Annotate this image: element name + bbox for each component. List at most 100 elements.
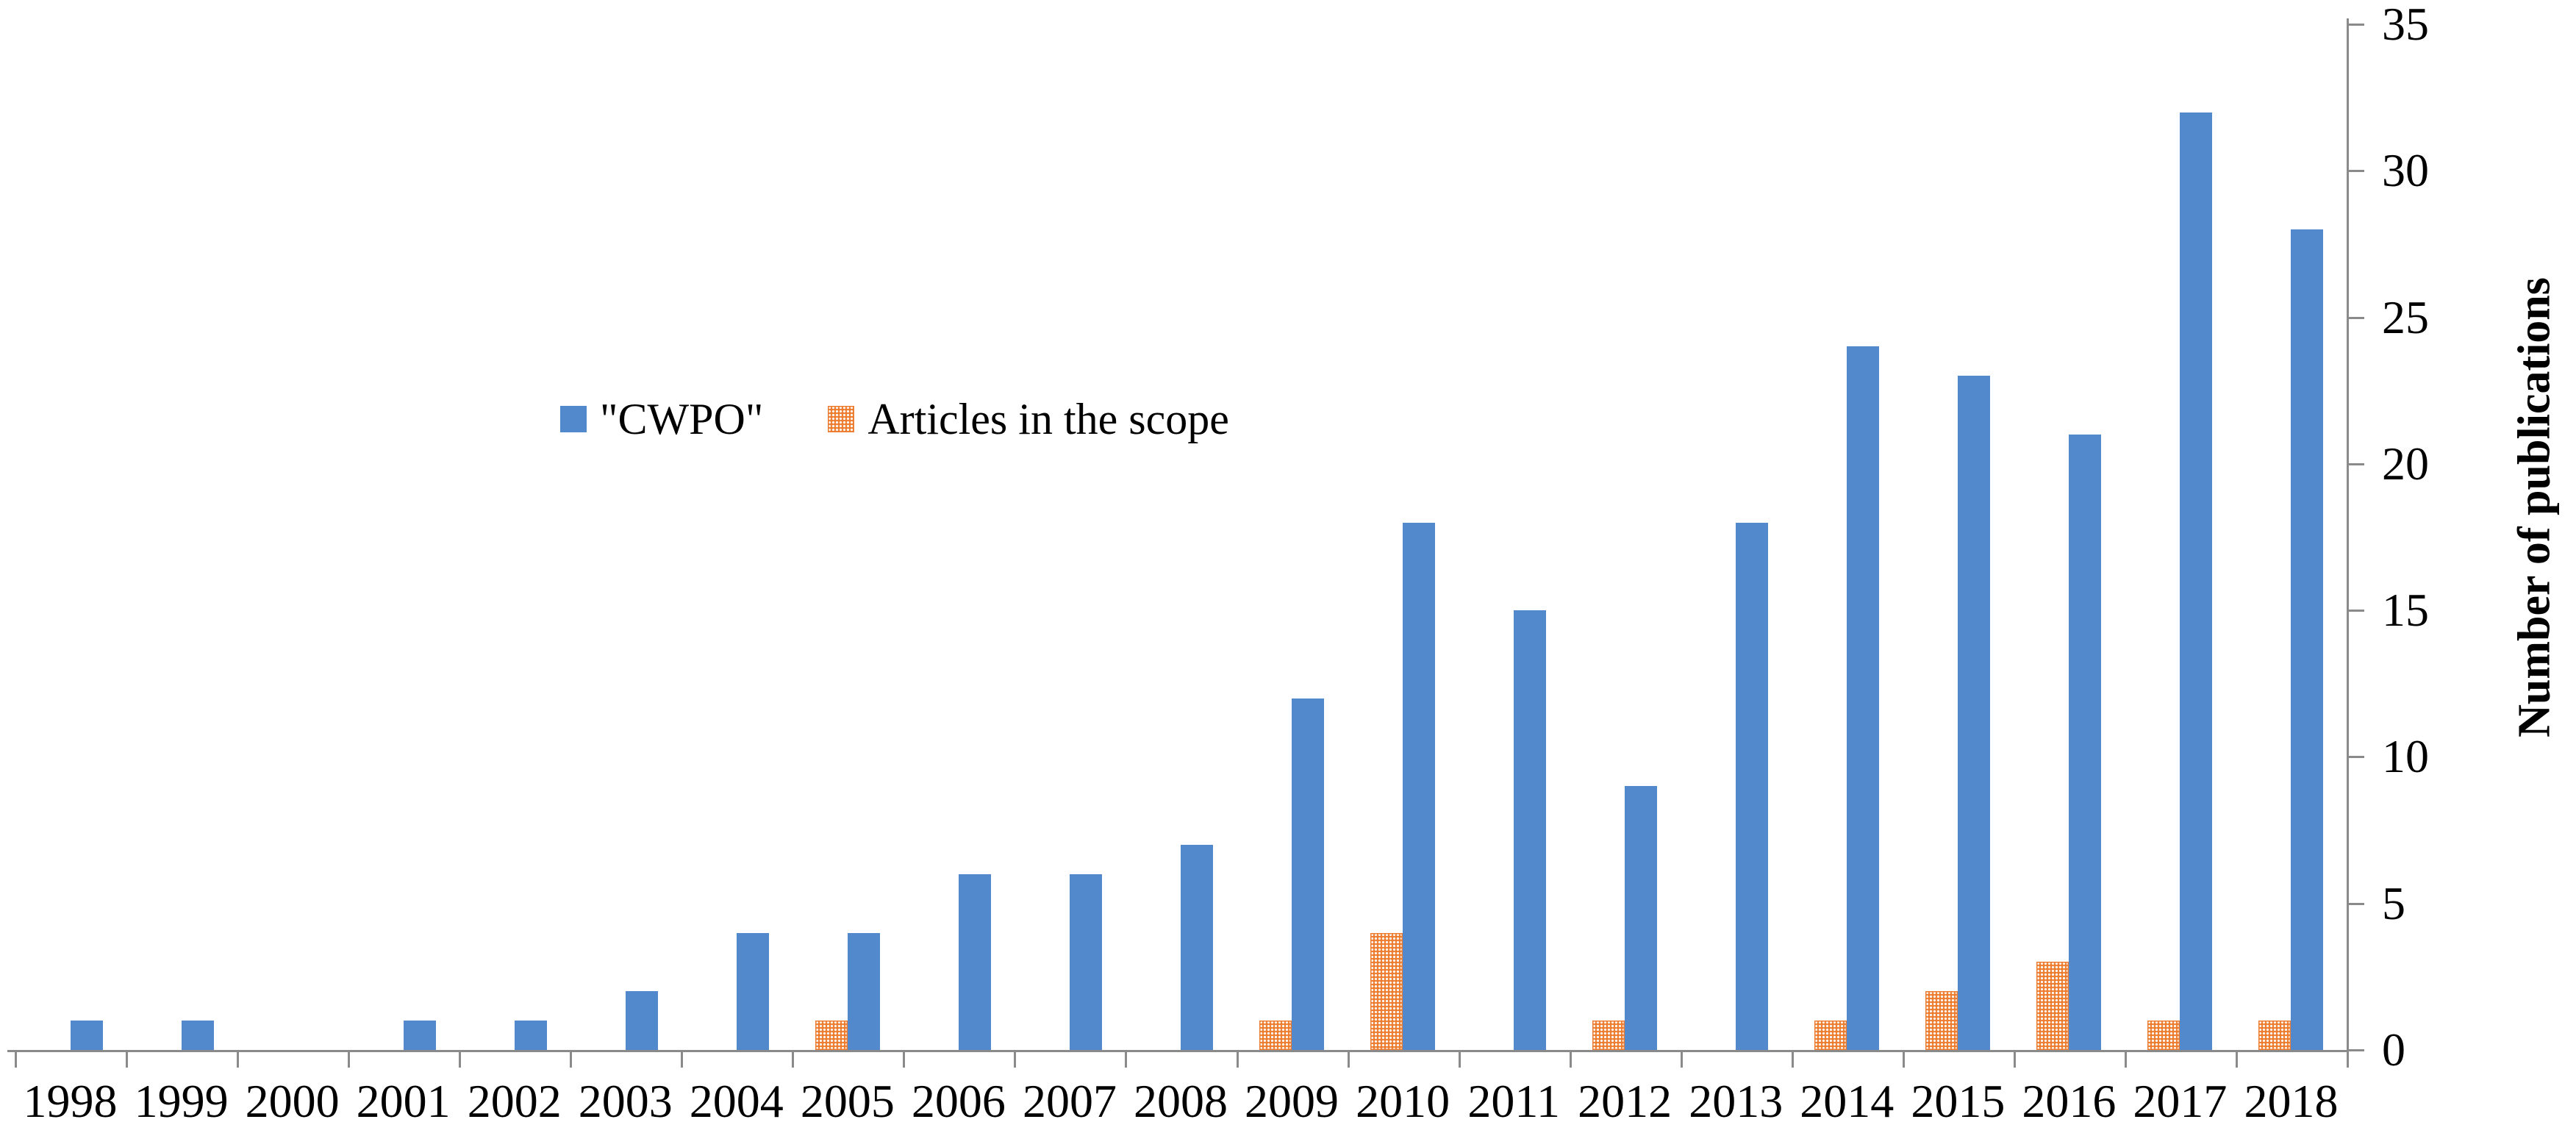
x-tick (570, 1052, 573, 1068)
x-tick (1347, 1052, 1350, 1068)
x-tick (1125, 1052, 1128, 1068)
x-tick (1791, 1052, 1794, 1068)
legend: "CWPO" Articles in the scope (560, 393, 1229, 446)
bar-cwpo-2001 (403, 1021, 436, 1050)
x-tick-label: 2014 (1800, 1075, 1895, 1127)
bar-cwpo-2006 (958, 873, 991, 1050)
y-tick (2347, 756, 2364, 759)
bar-cwpo-2013 (1736, 522, 1769, 1050)
x-tick (1569, 1052, 1572, 1068)
x-tick (1236, 1052, 1239, 1068)
bar-articles-2009 (1259, 1021, 1292, 1050)
y-tick-label: 0 (2382, 1023, 2405, 1076)
bar-articles-2018 (2258, 1021, 2291, 1050)
bar-cwpo-2009 (1292, 698, 1325, 1050)
x-tick (1014, 1052, 1017, 1068)
bar-cwpo-1999 (181, 1021, 214, 1050)
x-tick (681, 1052, 684, 1068)
bar-cwpo-2017 (2180, 112, 2213, 1050)
x-tick-label: 2013 (1689, 1075, 1783, 1127)
bar-cwpo-2002 (514, 1021, 547, 1050)
bar-cwpo-2005 (847, 932, 880, 1050)
legend-label-cwpo: "CWPO" (600, 395, 764, 443)
bar-articles-2017 (2147, 1021, 2180, 1050)
y-tick (2347, 1049, 2364, 1051)
y-tick-label: 15 (2382, 584, 2429, 637)
bar-cwpo-2011 (1514, 610, 1547, 1050)
bar-cwpo-2018 (2291, 229, 2324, 1050)
x-tick-label: 2003 (578, 1075, 673, 1127)
x-tick-label: 2016 (2022, 1075, 2117, 1127)
y-tick-label: 5 (2382, 876, 2405, 929)
x-tick-label: 2007 (1022, 1075, 1117, 1127)
x-tick (237, 1052, 240, 1068)
x-tick (2235, 1052, 2238, 1068)
x-tick (1680, 1052, 1683, 1068)
bar-cwpo-2015 (1958, 376, 1991, 1050)
x-tick-label: 2018 (2244, 1075, 2339, 1127)
x-tick (903, 1052, 906, 1068)
bar-articles-2015 (1925, 991, 1958, 1050)
x-tick (2124, 1052, 2127, 1068)
x-tick-label: 2005 (800, 1075, 895, 1127)
y-tick (2347, 902, 2364, 905)
y-tick-label: 10 (2382, 730, 2429, 783)
x-tick-label: 2011 (1467, 1075, 1560, 1127)
x-tick-label: 1999 (134, 1075, 229, 1127)
x-axis-line (7, 1050, 2349, 1052)
bar-articles-2014 (1814, 1021, 1847, 1050)
bar-cwpo-2010 (1403, 522, 1436, 1050)
y-tick-label: 30 (2382, 144, 2429, 197)
bar-cwpo-2012 (1625, 786, 1658, 1050)
bar-articles-2016 (2036, 962, 2069, 1050)
bar-cwpo-2003 (625, 991, 658, 1050)
bar-cwpo-2008 (1181, 845, 1213, 1050)
legend-label-articles: Articles in the scope (867, 395, 1229, 443)
x-tick (2013, 1052, 2016, 1068)
x-tick (126, 1052, 129, 1068)
x-tick-label: 2010 (1356, 1075, 1450, 1127)
y-tick (2347, 170, 2364, 173)
y-tick (2347, 462, 2364, 465)
bar-cwpo-2016 (2069, 435, 2102, 1050)
x-tick (348, 1052, 351, 1068)
y-tick (2347, 24, 2364, 26)
x-tick (2347, 1052, 2349, 1068)
bar-cwpo-1998 (70, 1021, 103, 1050)
y-tick-label: 35 (2382, 0, 2429, 50)
x-tick-label: 2012 (1578, 1075, 1672, 1127)
y-tick-label: 25 (2382, 290, 2429, 343)
x-tick-label: 2017 (2133, 1075, 2228, 1127)
y-tick (2347, 316, 2364, 319)
legend-swatch-cwpo (560, 406, 587, 432)
bar-cwpo-2007 (1069, 873, 1102, 1050)
x-tick (792, 1052, 795, 1068)
x-tick-label: 2009 (1245, 1075, 1339, 1127)
x-tick (1458, 1052, 1461, 1068)
x-tick-label: 2015 (1911, 1075, 2006, 1127)
x-tick-label: 2001 (356, 1075, 451, 1127)
x-tick-label: 2004 (689, 1075, 784, 1127)
x-tick (459, 1052, 462, 1068)
legend-item-articles: Articles in the scope (828, 393, 1229, 446)
x-tick-label: 2006 (911, 1075, 1006, 1127)
x-tick-label: 1998 (23, 1075, 118, 1127)
legend-item-cwpo: "CWPO" (560, 393, 763, 446)
y-axis-title: Number of publications (2509, 277, 2560, 737)
bar-articles-2012 (1592, 1021, 1625, 1050)
bar-cwpo-2004 (736, 932, 769, 1050)
legend-swatch-articles (828, 406, 855, 432)
y-axis-line (2347, 18, 2349, 1054)
bar-articles-2005 (815, 1021, 848, 1050)
y-tick (2347, 610, 2364, 612)
x-tick-label: 2002 (467, 1075, 562, 1127)
x-tick (1902, 1052, 1905, 1068)
x-tick-label: 2000 (245, 1075, 340, 1127)
x-tick-label: 2008 (1133, 1075, 1228, 1127)
x-tick (15, 1052, 17, 1068)
y-tick-label: 20 (2382, 437, 2429, 490)
bar-cwpo-2014 (1847, 346, 1880, 1050)
bar-articles-2010 (1370, 932, 1403, 1050)
